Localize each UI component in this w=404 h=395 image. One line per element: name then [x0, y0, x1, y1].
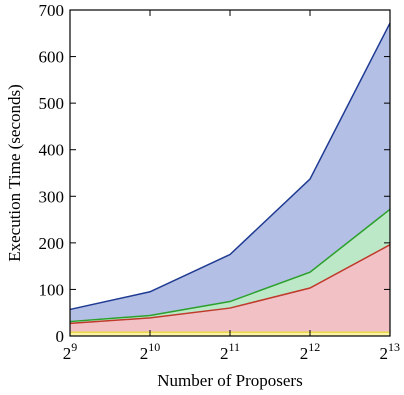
y-tick-label: 700: [39, 1, 65, 20]
y-tick-label: 400: [39, 141, 65, 160]
y-tick-label: 500: [39, 94, 65, 113]
x-tick-label: 212: [300, 340, 321, 363]
x-tick-label: 29: [63, 340, 78, 363]
x-tick-label: 210: [140, 340, 161, 363]
y-tick-label: 100: [39, 280, 65, 299]
series-1-area: [70, 23, 390, 336]
y-tick-label: 200: [39, 234, 65, 253]
series-1-line: [69, 22, 391, 311]
x-tick-label: 211: [220, 340, 240, 363]
x-axis-title: Number of Proposers: [157, 371, 302, 390]
x-tick-label: 213: [380, 340, 401, 363]
y-axis: 0 100 200 300 400 500 600 700: [39, 1, 390, 346]
x-axis: 29 210 211 212 213: [63, 10, 400, 363]
series-3-line: [69, 244, 391, 325]
series-2-line: [69, 208, 391, 323]
y-tick-label: 300: [39, 187, 65, 206]
y-tick-label: 600: [39, 48, 65, 67]
series-3-area: [70, 244, 390, 336]
series-areas: [70, 23, 390, 336]
y-axis-title: Execution Time (seconds): [5, 84, 24, 262]
y-tick-label: 0: [56, 327, 65, 346]
